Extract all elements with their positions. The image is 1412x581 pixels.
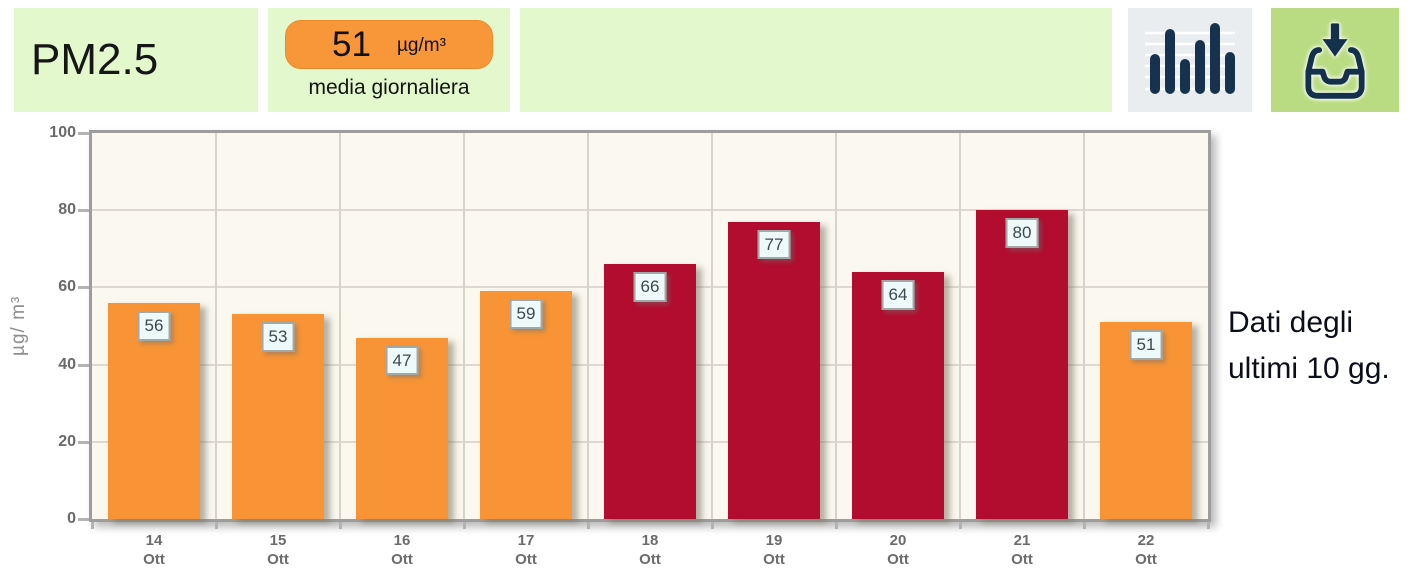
x-axis-label-day: 20 bbox=[889, 532, 907, 549]
bar-value-label: 77 bbox=[757, 229, 791, 260]
y-axis-tick bbox=[78, 209, 89, 213]
x-axis-label-day: 21 bbox=[1013, 532, 1031, 549]
x-axis-label-day: 14 bbox=[145, 532, 163, 549]
x-axis-label: 19 Ott bbox=[712, 531, 836, 569]
chart-annotation: Dati degli ultimi 10 gg. bbox=[1228, 300, 1390, 392]
gridline-vertical bbox=[1083, 133, 1085, 519]
y-axis-tick bbox=[78, 518, 89, 521]
bar-value-label: 56 bbox=[137, 310, 171, 341]
x-axis-tick bbox=[214, 522, 218, 529]
bar-19-ott[interactable]: 77 bbox=[728, 221, 820, 519]
bar-value-label: 51 bbox=[1129, 330, 1163, 360]
x-axis-label-month: Ott bbox=[887, 551, 909, 568]
x-axis-tick bbox=[1082, 522, 1086, 529]
bar-20-ott[interactable]: 64 bbox=[852, 271, 944, 519]
x-axis-label: 18 Ott bbox=[588, 531, 712, 569]
x-axis-label-month: Ott bbox=[515, 551, 537, 568]
x-axis-label: 17 Ott bbox=[464, 531, 588, 569]
gridline-horizontal bbox=[92, 209, 1208, 212]
y-axis-tick bbox=[78, 132, 89, 135]
header-average-box: 51 µg/m³ media giornaliera bbox=[268, 8, 510, 112]
y-axis-tick-label: 100 bbox=[49, 124, 76, 141]
x-axis-label-month: Ott bbox=[1011, 551, 1033, 568]
x-axis-tick bbox=[834, 522, 838, 529]
bar-22-ott[interactable]: 51 bbox=[1100, 322, 1192, 519]
x-axis-label: 14 Ott bbox=[92, 531, 216, 569]
x-axis-label: 16 Ott bbox=[340, 531, 464, 569]
x-axis-label: 15 Ott bbox=[216, 531, 340, 569]
x-axis-label: 21 Ott bbox=[960, 531, 1084, 569]
page-title: PM2.5 bbox=[31, 35, 159, 84]
bar-15-ott[interactable]: 53 bbox=[232, 314, 324, 519]
annotation-line-1: Dati degli bbox=[1228, 306, 1354, 339]
bar-21-ott[interactable]: 80 bbox=[976, 210, 1068, 519]
x-axis-label-month: Ott bbox=[1135, 551, 1157, 568]
x-axis-label-day: 18 bbox=[641, 532, 659, 549]
gridline-vertical bbox=[835, 133, 837, 519]
gridline-vertical bbox=[959, 133, 961, 519]
gridline-vertical bbox=[463, 133, 465, 519]
chart-view-button[interactable] bbox=[1128, 8, 1252, 112]
y-axis-tick-label: 60 bbox=[58, 278, 76, 296]
x-axis-tick bbox=[586, 522, 590, 529]
y-axis-tick-label: 20 bbox=[58, 432, 76, 450]
bar-value-label: 66 bbox=[633, 272, 667, 302]
annotation-line-2: ultimi 10 gg. bbox=[1228, 352, 1390, 385]
bar-value-label: 80 bbox=[1005, 218, 1039, 248]
gridline-vertical bbox=[711, 133, 713, 519]
bar-17-ott[interactable]: 59 bbox=[480, 291, 572, 519]
x-axis-label-day: 19 bbox=[765, 532, 783, 549]
gridline-vertical bbox=[587, 133, 589, 519]
y-axis-tick bbox=[78, 363, 89, 367]
plot-area: 56 53 47 59 66 77 64 80 51 bbox=[89, 130, 1211, 522]
bar-value-label: 47 bbox=[385, 345, 419, 376]
x-axis-tick bbox=[462, 522, 466, 529]
x-axis-tick bbox=[710, 522, 714, 529]
x-axis-label-day: 16 bbox=[393, 532, 411, 549]
bar-value-label: 64 bbox=[881, 279, 915, 310]
y-axis-tick-label: 80 bbox=[58, 201, 76, 219]
y-axis-tick bbox=[78, 440, 89, 444]
bar-14-ott[interactable]: 56 bbox=[108, 302, 200, 519]
average-unit: µg/m³ bbox=[396, 34, 446, 56]
x-axis-label-month: Ott bbox=[143, 551, 165, 568]
x-axis-label-month: Ott bbox=[763, 551, 785, 568]
bar-chart-icon bbox=[1145, 23, 1235, 94]
x-axis-tick bbox=[338, 522, 342, 529]
bar-18-ott[interactable]: 66 bbox=[604, 264, 696, 519]
header-title-box: PM2.5 bbox=[14, 8, 258, 112]
average-caption: media giornaliera bbox=[308, 76, 470, 99]
gridline-vertical bbox=[339, 133, 341, 519]
x-axis-label-month: Ott bbox=[639, 551, 661, 568]
header-spacer-box bbox=[520, 8, 1112, 112]
bar-value-label: 59 bbox=[509, 299, 543, 329]
gridline-vertical bbox=[215, 133, 217, 519]
x-axis-tick bbox=[1206, 522, 1210, 529]
x-axis-label-day: 15 bbox=[269, 532, 287, 549]
x-axis-label-month: Ott bbox=[267, 551, 289, 568]
y-axis-title: µg/ m³ bbox=[8, 295, 29, 357]
bar-16-ott[interactable]: 47 bbox=[356, 337, 448, 519]
bar-value-label: 53 bbox=[261, 322, 295, 353]
x-axis-label: 20 Ott bbox=[836, 531, 960, 569]
x-axis-label-day: 17 bbox=[517, 532, 535, 549]
y-axis-tick bbox=[78, 286, 89, 290]
y-axis-tick-label: 40 bbox=[58, 355, 76, 373]
inbox-download-icon bbox=[1305, 23, 1365, 99]
download-button[interactable] bbox=[1271, 8, 1399, 112]
x-axis-label-day: 22 bbox=[1137, 532, 1155, 549]
daily-average-badge: 51 µg/m³ bbox=[285, 20, 493, 69]
x-axis-label: 22 Ott bbox=[1084, 531, 1208, 569]
x-axis-label-month: Ott bbox=[391, 551, 413, 568]
x-axis-tick bbox=[90, 522, 94, 529]
average-value: 51 bbox=[332, 24, 371, 64]
x-axis-tick bbox=[958, 522, 962, 529]
y-axis-tick-label: 0 bbox=[67, 510, 76, 527]
